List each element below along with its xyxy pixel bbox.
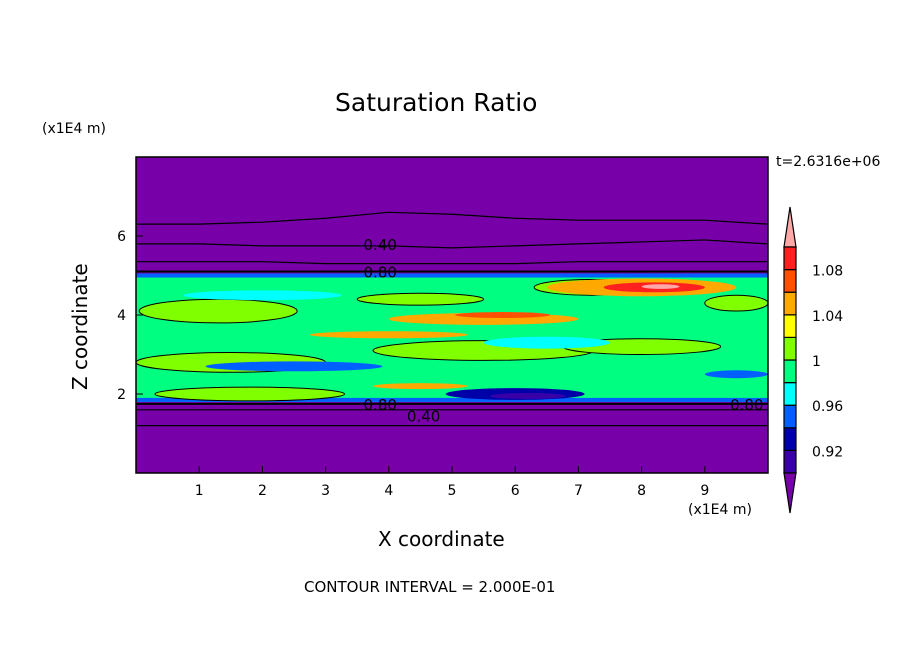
- field-feature: [704, 294, 768, 312]
- contour-line: [136, 239, 768, 249]
- x-tick-label: 5: [448, 483, 457, 499]
- field-feature: [489, 393, 566, 399]
- x-tick-label: 7: [574, 483, 583, 499]
- field-feature: [309, 331, 468, 339]
- chart-title: Saturation Ratio: [335, 88, 538, 117]
- colorbar-box: [783, 382, 797, 406]
- colorbar-box: [783, 404, 797, 429]
- axis-ticks: 1 2 3 4 5 6 7 8 9 2 4 6: [117, 229, 709, 499]
- y-tick-label: 2: [117, 387, 126, 403]
- x-tick-label: 6: [511, 483, 520, 499]
- y-axis-label: Z coordinate: [68, 263, 92, 390]
- colorbar-box: [783, 359, 797, 384]
- x-tick-label: 1: [195, 483, 204, 499]
- layer-top-edge: [136, 273, 768, 278]
- colorbar-tick-label: 1.04: [812, 309, 843, 325]
- colorbar-box: [783, 314, 797, 338]
- field-feature: [455, 312, 550, 318]
- x-tick-label: 8: [637, 483, 646, 499]
- contour-line: [136, 261, 768, 265]
- x-unit-label: (x1E4 m): [688, 502, 752, 518]
- colorbar-box: [783, 449, 797, 474]
- colorbar: 0.92 0.96 1 1.04 1.08: [783, 206, 843, 514]
- contour-label: 0.80: [730, 396, 763, 414]
- colorbar-tick-label: 0.92: [812, 444, 843, 460]
- colorbar-tick-label: 0.96: [812, 399, 843, 415]
- colorbar-tick-label: 1.08: [812, 264, 843, 280]
- contour-label: 0.80: [364, 396, 397, 414]
- colorbar-box: [783, 291, 797, 316]
- x-tick-label: 4: [384, 483, 393, 499]
- y-unit-label: (x1E4 m): [42, 121, 106, 137]
- x-tick-label: 2: [258, 483, 267, 499]
- field-feature: [183, 290, 342, 301]
- field-feature: [483, 336, 610, 349]
- contour-line: [136, 211, 768, 225]
- colorbar-over-triangle: [783, 206, 797, 248]
- time-label: t=2.6316e+06: [776, 154, 881, 170]
- colorbar-under-triangle: [783, 472, 797, 514]
- contour-lines: 0.40 0.80 0.80 0.40 0.80: [136, 211, 768, 427]
- field-feature: [373, 383, 468, 390]
- colorbar-tick-label: 1: [812, 354, 821, 370]
- layer-bottom-edge: [136, 397, 768, 402]
- field-feature: [205, 361, 383, 372]
- y-tick-label: 4: [117, 308, 126, 324]
- x-tick-label: 3: [321, 483, 330, 499]
- field-feature: [138, 298, 298, 324]
- filled-field: [136, 157, 768, 473]
- x-tick-label: 9: [700, 483, 709, 499]
- field-feature: [704, 370, 768, 379]
- x-axis-label: X coordinate: [378, 527, 505, 551]
- y-tick-label: 6: [117, 229, 126, 245]
- colorbar-box: [783, 336, 797, 361]
- field-feature: [154, 386, 346, 402]
- contour-label: 0.80: [364, 264, 397, 282]
- contour-label: 0.40: [407, 408, 440, 426]
- contour-interval-label: CONTOUR INTERVAL = 2.000E-01: [304, 578, 556, 596]
- contour-label: 0.40: [364, 236, 397, 254]
- colorbar-box: [783, 246, 797, 271]
- field-feature: [356, 292, 485, 306]
- colorbar-box: [783, 269, 797, 293]
- colorbar-box: [783, 427, 797, 451]
- field-feature: [641, 284, 680, 289]
